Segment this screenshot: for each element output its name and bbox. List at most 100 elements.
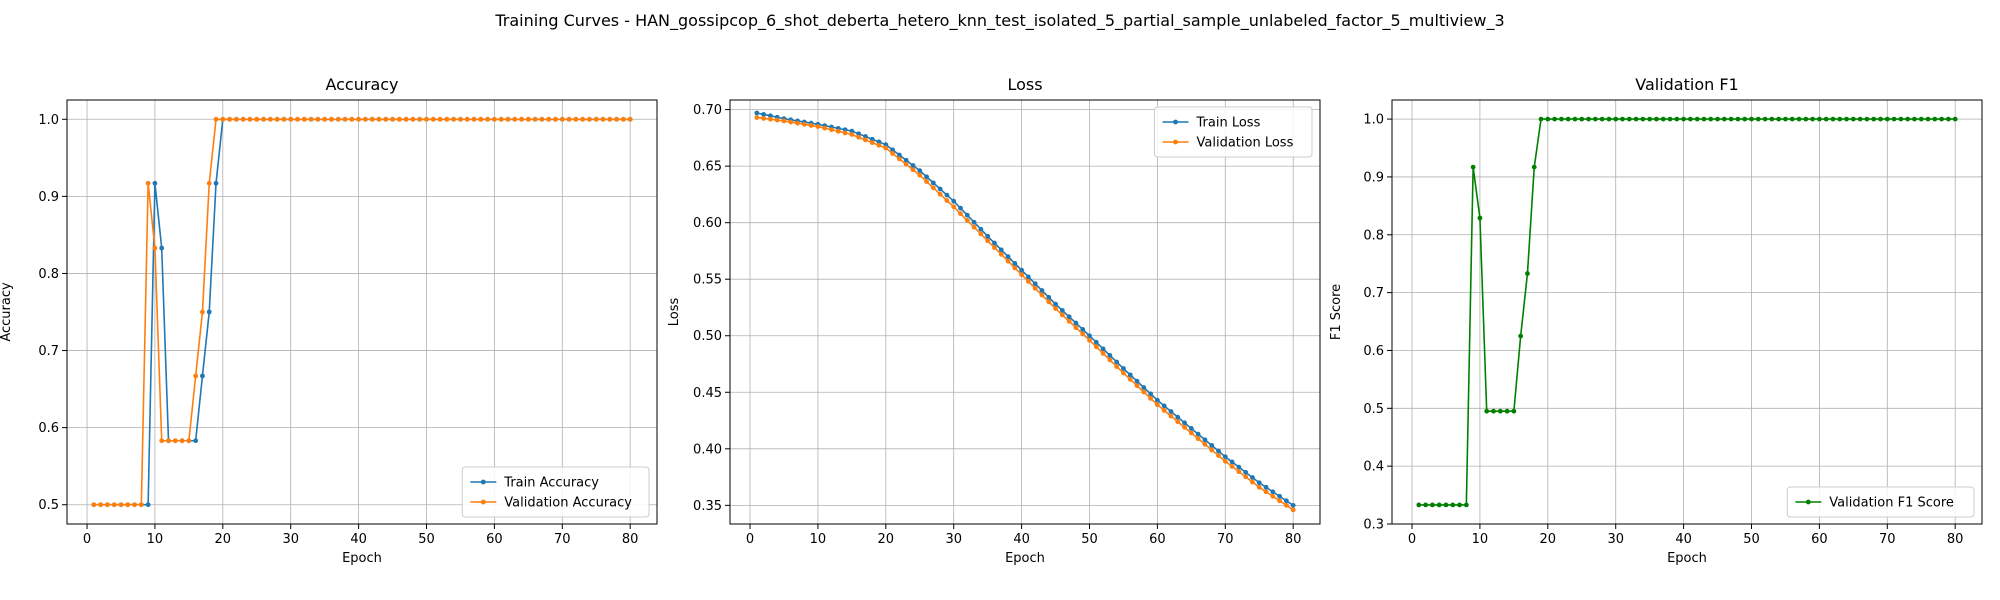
data-point — [376, 116, 382, 122]
data-point — [897, 156, 902, 162]
data-point — [1450, 502, 1456, 508]
data-point — [1195, 436, 1201, 442]
data-point — [471, 116, 477, 122]
data-point — [485, 116, 490, 122]
data-point — [546, 116, 552, 122]
data-point — [1687, 116, 1693, 122]
data-point — [930, 185, 936, 191]
data-point — [247, 116, 253, 122]
data-point — [978, 226, 984, 232]
y-tick-label: 0.60 — [693, 216, 722, 231]
legend-box — [1154, 106, 1313, 158]
data-point — [1436, 502, 1442, 508]
data-point — [1606, 116, 1612, 122]
data-point — [1039, 288, 1045, 293]
data-point — [1844, 116, 1849, 122]
data-point — [883, 145, 889, 151]
data-point — [1633, 116, 1639, 122]
data-point — [1423, 502, 1429, 508]
data-point — [944, 198, 950, 203]
data-point — [1538, 116, 1544, 122]
series-train-accuracy — [91, 116, 633, 508]
legend: Validation F1 Score — [1786, 486, 1975, 518]
data-point — [1491, 408, 1496, 414]
y-tick-label: 0.9 — [38, 190, 59, 205]
x-tick-label: 30 — [282, 532, 299, 547]
data-point — [1012, 265, 1018, 271]
data-point — [1107, 357, 1113, 363]
x-axis-label: Epoch — [1667, 551, 1707, 566]
data-point — [1182, 420, 1187, 426]
data-point — [1066, 318, 1072, 324]
data-point — [944, 192, 950, 198]
data-point — [105, 502, 110, 508]
data-point — [958, 211, 963, 217]
data-point — [822, 125, 828, 131]
legend-swatch-marker — [1173, 119, 1178, 125]
data-point — [754, 115, 760, 120]
axes-frame — [66, 99, 658, 525]
data-point — [1504, 408, 1510, 414]
data-point — [1708, 116, 1714, 122]
data-point — [519, 116, 524, 122]
grid — [730, 100, 1320, 524]
data-point — [1175, 414, 1181, 420]
data-point — [808, 123, 814, 128]
data-point — [505, 116, 511, 122]
data-point — [774, 117, 780, 123]
y-tick-label: 0.45 — [693, 386, 722, 401]
data-point — [998, 247, 1004, 253]
data-point — [1229, 464, 1235, 469]
x-tick-label: 50 — [1743, 532, 1760, 547]
data-point — [512, 116, 518, 122]
data-point — [1470, 164, 1476, 170]
data-point — [1114, 359, 1120, 365]
x-tick-label: 60 — [1811, 532, 1828, 547]
data-point — [1127, 376, 1133, 382]
data-point — [829, 127, 834, 133]
x-tick-label: 40 — [1013, 532, 1030, 547]
data-point — [1175, 419, 1181, 425]
data-point — [1154, 397, 1160, 403]
data-point — [1654, 116, 1659, 122]
data-point — [539, 116, 545, 122]
data-point — [1871, 116, 1877, 122]
data-point — [308, 116, 314, 122]
data-point — [1762, 116, 1768, 122]
data-point — [849, 128, 855, 134]
data-point — [281, 116, 287, 122]
data-point — [383, 116, 389, 122]
data-point — [1270, 493, 1276, 499]
data-point — [964, 218, 970, 223]
data-point — [1222, 454, 1228, 460]
data-point — [1511, 408, 1517, 414]
data-point — [1263, 484, 1269, 490]
data-point — [573, 116, 579, 122]
x-tick-label: 30 — [945, 532, 962, 547]
data-point — [200, 309, 205, 315]
data-point — [430, 116, 436, 122]
data-point — [1025, 279, 1031, 284]
data-point — [1579, 116, 1585, 122]
y-tick-label: 0.6 — [1363, 344, 1384, 359]
data-point — [1789, 116, 1795, 122]
data-point — [1114, 364, 1120, 369]
data-point — [1769, 116, 1775, 122]
data-point — [1443, 502, 1449, 508]
data-point — [1236, 469, 1242, 475]
data-point — [876, 139, 882, 145]
data-point — [1216, 448, 1221, 454]
data-point — [1019, 267, 1025, 273]
data-point — [1005, 254, 1011, 259]
data-point — [1080, 331, 1086, 337]
data-point — [1518, 333, 1524, 339]
data-point — [1209, 447, 1215, 453]
data-point — [1545, 116, 1551, 122]
data-point — [863, 134, 868, 139]
data-point — [186, 438, 192, 444]
y-axis-label: Loss — [667, 298, 682, 327]
data-point — [1864, 116, 1870, 122]
data-point — [396, 116, 402, 122]
legend-swatch-marker — [1173, 139, 1178, 145]
data-point — [1059, 312, 1065, 318]
